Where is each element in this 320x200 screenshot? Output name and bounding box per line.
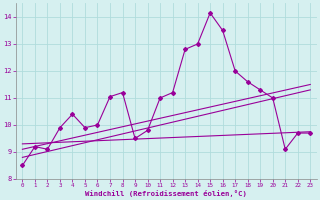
X-axis label: Windchill (Refroidissement éolien,°C): Windchill (Refroidissement éolien,°C) bbox=[85, 190, 247, 197]
